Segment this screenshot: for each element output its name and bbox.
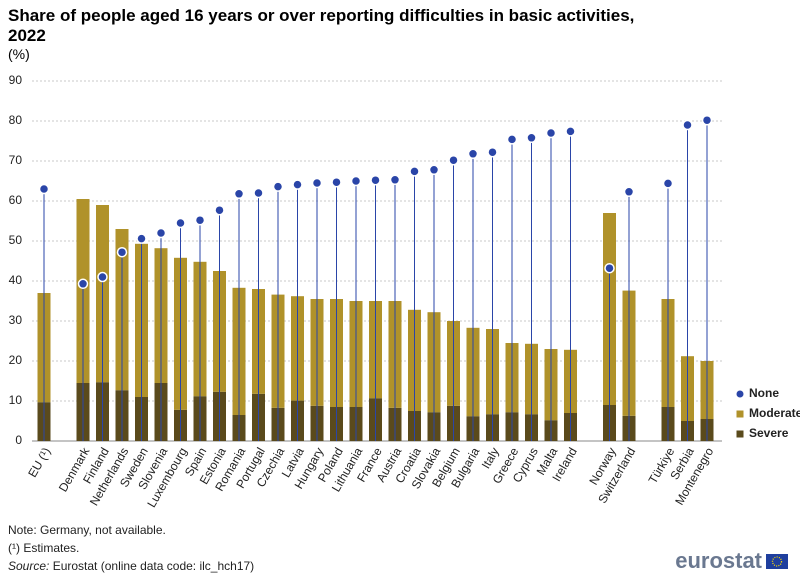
legend-swatch [736,390,744,398]
y-tick-label: 70 [9,153,23,167]
dot [175,217,186,229]
dot [155,227,167,239]
dot [662,178,674,189]
dot [565,126,576,137]
dot [311,177,323,189]
dot [389,174,401,186]
note: (¹) Estimates. [8,541,80,555]
y-tick-label: 50 [9,233,23,247]
dot [233,188,245,200]
unit-label: (%) [8,46,30,62]
note: Note: Germany, not available. [8,523,166,537]
y-tick-label: 0 [15,433,22,447]
y-tick-label: 60 [9,193,23,207]
y-tick-label: 10 [9,393,23,407]
legend-label: Moderate [749,406,800,420]
legend-swatch [736,430,744,438]
dot [214,204,225,216]
dot [253,187,264,199]
dot [545,127,557,139]
y-tick-label: 30 [9,313,23,327]
dot [409,166,420,177]
dot [194,214,206,226]
dot [487,146,498,158]
y-tick-label: 20 [9,353,23,367]
dot [623,186,635,198]
dot [604,262,615,274]
legend-label: None [749,386,779,400]
dot [136,233,147,244]
dot [116,246,128,258]
legend-swatch [736,410,744,418]
source-label: Source: [8,559,50,573]
dot [526,132,537,144]
dot [350,175,362,187]
logo: eurostat [675,548,762,573]
chart-title: Share of people aged 16 years or over re… [8,6,635,45]
dot [38,183,50,195]
dot [272,181,284,192]
dot [701,114,713,126]
dot [506,134,518,145]
y-tick-label: 90 [9,73,23,87]
dot [292,179,303,190]
y-tick-label: 80 [9,113,23,127]
x-tick-label: EU (¹) [25,445,53,480]
source: Source: Eurostat (online data code: ilc_… [8,559,254,573]
dot [370,174,381,186]
eu-flag [766,554,788,569]
dot [428,164,440,176]
source-text: Eurostat (online data code: ilc_hch17) [52,559,255,573]
dot [331,176,342,188]
dot [682,119,693,131]
dot [97,271,108,283]
legend-label: Severe [749,426,789,440]
y-tick-label: 40 [9,273,23,287]
dot [77,278,89,290]
dot [448,154,459,166]
dot [467,148,479,160]
